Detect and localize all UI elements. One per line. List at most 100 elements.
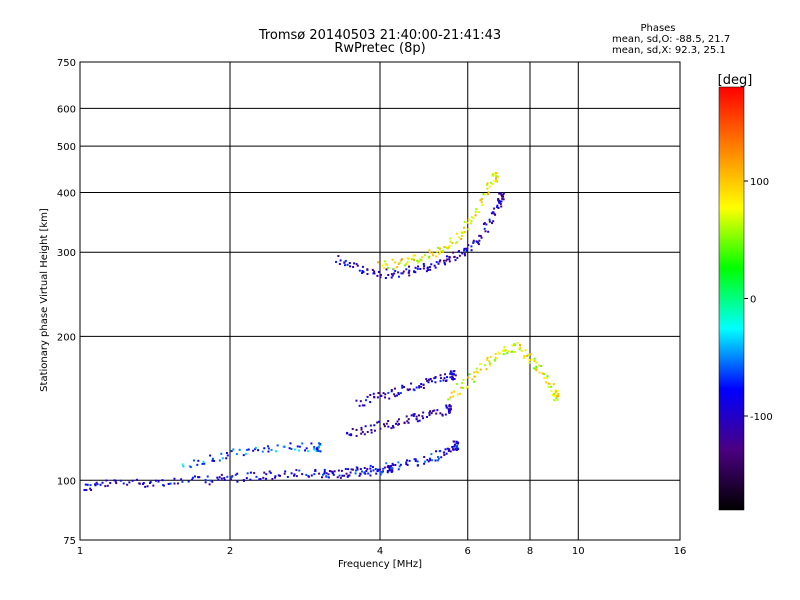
data-point [471,378,474,381]
data-point [358,269,361,272]
data-point [249,471,252,474]
data-point [439,251,442,254]
data-point [373,270,376,273]
data-point [296,445,299,448]
data-point [535,365,538,368]
data-point [428,251,431,254]
data-point [390,390,393,393]
data-point [490,222,493,225]
data-point [94,483,97,486]
data-point [388,469,391,472]
data-point [196,463,199,466]
data-point [262,476,265,479]
data-point [255,475,258,478]
data-point [427,460,430,463]
data-point [414,459,417,462]
data-point [478,234,481,237]
data-point [386,469,389,472]
data-point [485,358,488,361]
data-point [463,220,466,223]
data-point [461,252,464,255]
data-point [356,264,359,267]
data-point [382,266,385,269]
data-point [485,223,488,226]
data-point [419,258,422,261]
data-point [373,396,376,399]
data-point [344,468,347,471]
data-point [157,480,160,483]
data-point [382,392,385,395]
data-point [447,247,450,250]
data-point [493,359,496,362]
data-point [230,450,233,453]
data-point [439,380,442,383]
data-point [547,385,550,388]
data-point [552,395,555,398]
data-point [503,348,506,351]
data-point [472,241,475,244]
data-point [90,489,93,492]
data-point [313,448,316,451]
data-point [231,475,234,478]
data-point [327,473,330,476]
data-point [349,471,352,474]
data-point [463,252,466,255]
data-point [497,206,500,209]
data-point [548,382,551,385]
data-point [466,221,469,224]
data-point [405,462,408,465]
data-point [221,457,224,460]
data-point [494,352,497,355]
data-point [479,368,482,371]
data-point [316,449,319,452]
data-point [423,455,426,458]
data-point [396,266,399,269]
data-point [430,380,433,383]
data-point [443,246,446,249]
data-point [446,258,449,261]
data-point [387,425,390,428]
data-point [552,383,555,386]
data-point [366,268,369,271]
data-point [387,274,390,277]
data-point [447,449,450,452]
data-point [202,460,205,463]
data-point [99,483,102,486]
data-point [494,213,497,216]
data-point [492,211,495,214]
data-point [361,470,364,473]
data-point [502,198,505,201]
colorbar-tick-label: 100 [750,177,769,188]
data-point [457,250,460,253]
data-point [417,265,420,268]
data-point [554,391,557,394]
data-point [348,262,351,265]
data-point [191,476,194,479]
data-point [422,262,425,265]
data-point [417,261,420,264]
data-point [193,475,196,478]
data-point [422,383,425,386]
data-point [444,448,447,451]
data-point [325,475,328,478]
data-point [414,271,417,274]
data-point [476,371,479,374]
data-point [379,468,382,471]
data-point [407,421,410,424]
data-point [393,387,396,390]
data-point [467,244,470,247]
data-point [387,391,390,394]
data-point [265,473,268,476]
data-point [452,395,455,398]
data-point [387,266,390,269]
stats-heading: Phases [640,23,675,34]
data-point [289,442,292,445]
data-point [345,472,348,475]
data-point [435,450,438,453]
data-point [201,462,204,465]
data-point [498,192,501,195]
data-point [444,246,447,249]
data-point [419,267,422,270]
data-point [454,374,457,377]
data-point [310,474,313,477]
